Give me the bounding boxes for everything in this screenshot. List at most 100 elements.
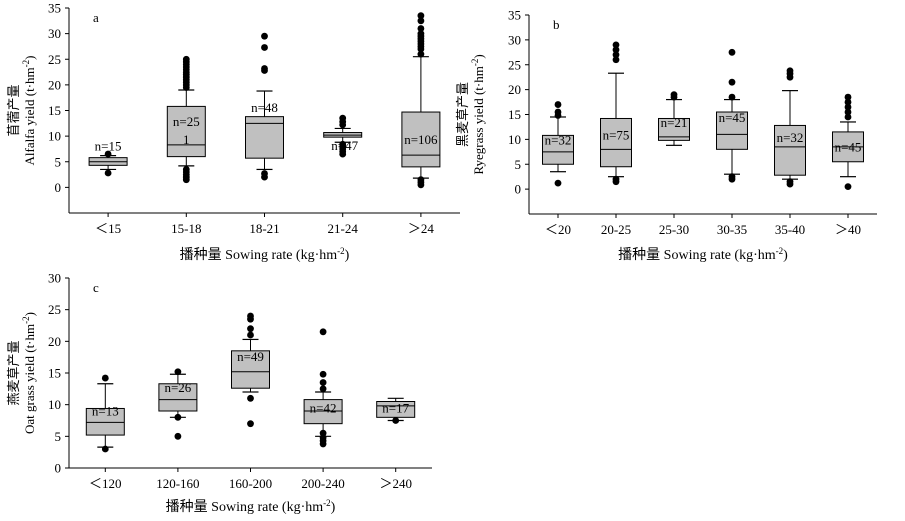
n-label: n=21	[661, 115, 688, 130]
y-axis-label-en: Ryegrass yield (t·hm-2)	[470, 54, 486, 174]
box-5: n=45	[832, 93, 864, 191]
n-label: n=17	[382, 400, 409, 415]
outlier-point	[554, 101, 562, 108]
outlier-point	[728, 93, 736, 101]
y-tick-label: 35	[508, 8, 521, 23]
outlier-point	[261, 32, 268, 40]
outlier-point	[728, 173, 736, 181]
outlier-point	[612, 41, 620, 49]
iqr-box	[166, 105, 206, 158]
box-3: n=47	[323, 114, 363, 158]
x-tick-label: 25-30	[659, 222, 689, 237]
outlier-point	[612, 175, 620, 183]
box-2: n=21	[658, 91, 690, 146]
outlier-point	[319, 385, 327, 393]
iqr-box	[542, 134, 574, 165]
box-3: n=42	[303, 328, 343, 448]
outlier-point	[261, 44, 268, 51]
outlier-point	[844, 183, 852, 191]
n-label: n=49	[237, 349, 264, 364]
x-tick-label: 160-200	[229, 476, 272, 491]
x-tick-label: ＞40	[835, 222, 861, 237]
y-tick-label: 10	[48, 397, 61, 412]
y-tick-label: 0	[515, 182, 522, 197]
y-axis-label-cn: 黑麦草产量	[455, 82, 470, 147]
panel-a: 0 5 10 15 20 25 30 35 ＜15 15-18 18-21 21-24 ＞24 a n=15…	[6, 1, 460, 263]
outlier-point	[612, 51, 620, 59]
outlier-point	[247, 331, 254, 339]
x-tick-label: 20-25	[601, 222, 631, 237]
y-tick-label: 15	[48, 366, 61, 381]
x-tick-label: 15-18	[171, 221, 201, 236]
box-4: n=17	[376, 397, 416, 424]
outlier-point	[261, 65, 268, 72]
outlier-point	[844, 113, 852, 121]
box-0: n=15	[88, 138, 128, 177]
outlier-point	[174, 368, 182, 376]
y-tick-label: 25	[48, 302, 61, 317]
outlier-point	[417, 30, 425, 38]
y-tick-label: 5	[55, 154, 62, 169]
outlier-point	[844, 108, 852, 116]
outlier-point	[101, 374, 109, 382]
n-label: n=32	[545, 132, 572, 147]
n-label: n=32	[777, 130, 804, 145]
y-tick-label: 0	[55, 461, 62, 476]
y-axis-label-en: Alfalfa yield (t·hm-2)	[21, 55, 37, 165]
outlier-point	[392, 417, 400, 424]
outlier-point	[612, 56, 620, 64]
outlier-point	[844, 103, 852, 111]
outlier-point	[339, 114, 347, 122]
y-tick-label: 25	[508, 57, 521, 72]
outlier-point	[728, 78, 736, 86]
y-tick-label: 35	[48, 1, 61, 16]
x-tick-label: 21-24	[328, 221, 359, 236]
y-tick-label: 20	[508, 82, 521, 97]
y-tick-label: 25	[48, 52, 61, 67]
x-tick-label: 35-40	[775, 222, 805, 237]
y-tick-label: 30	[508, 32, 521, 47]
n-label: n=26	[164, 380, 191, 395]
outlier-point	[319, 328, 327, 336]
box-3: n=45	[716, 48, 748, 183]
iqr-box	[85, 407, 125, 436]
box-4: n=32	[774, 67, 806, 188]
y-axis-label-cn: 燕麦草产量	[6, 340, 21, 405]
iqr-box	[231, 350, 270, 389]
outlier-point	[417, 50, 425, 58]
x-tick-label: ＜20	[545, 222, 571, 237]
y-tick-label: 0	[55, 180, 62, 195]
n-label: n=75	[603, 127, 630, 142]
n-label: n=45	[719, 110, 746, 125]
outlier-point	[844, 98, 852, 106]
iqr-box	[774, 124, 806, 176]
panel-label: b	[553, 17, 560, 32]
x-axis-label: 播种量 Sowing rate (kg·hm-2)	[618, 246, 788, 263]
outlier-point	[261, 170, 268, 177]
outlier-point	[319, 370, 327, 378]
box-annotation: 1	[183, 132, 190, 147]
y-tick-label: 15	[48, 103, 61, 118]
iqr-box	[600, 117, 632, 168]
y-tick-label: 10	[508, 132, 521, 147]
outlier-point	[417, 17, 425, 25]
n-label: n=48	[251, 100, 278, 115]
n-label: n=45	[835, 139, 862, 154]
x-tick-label: ＜15	[95, 221, 121, 236]
box-0: n=32	[542, 101, 574, 187]
outlier-point	[786, 67, 794, 75]
x-tick-label: 30-35	[717, 222, 747, 237]
y-tick-label: 5	[55, 429, 62, 444]
outlier-point	[612, 46, 620, 54]
x-tick-label: ＞240	[379, 476, 412, 491]
iqr-box	[158, 383, 198, 412]
iqr-box	[716, 111, 748, 150]
outlier-point	[554, 108, 562, 116]
x-axis-label: 播种量 Sowing rate (kg·hm-2)	[166, 498, 336, 515]
y-axis-label-cn: 苜蓿产量	[6, 84, 21, 136]
outlier-point	[104, 150, 112, 158]
box-1: n=26	[158, 368, 198, 440]
outlier-point	[182, 166, 190, 173]
y-tick-label: 20	[48, 334, 61, 349]
outlier-point	[247, 420, 254, 428]
